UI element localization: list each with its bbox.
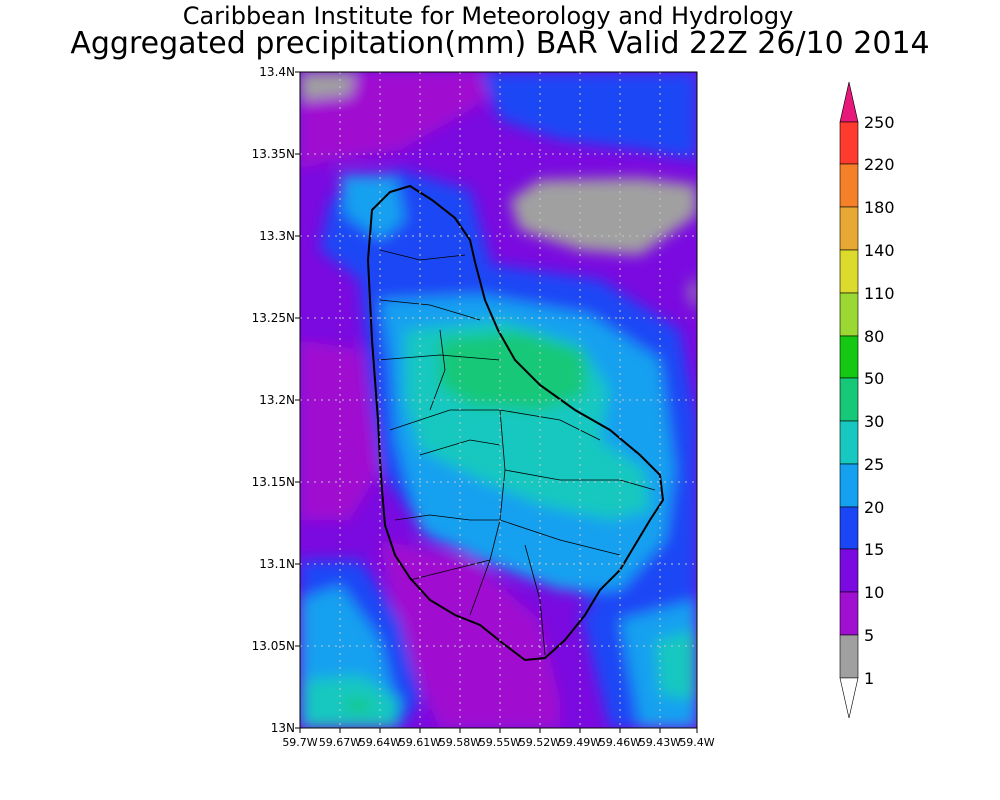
lat-tick-label: 13.1N xyxy=(259,557,295,571)
legend-swatch xyxy=(839,206,859,251)
lat-tick-label: 13N xyxy=(271,721,295,735)
lat-tick-label: 13.35N xyxy=(252,147,295,161)
legend-label: 140 xyxy=(864,241,895,260)
lat-tick-label: 13.3N xyxy=(259,229,295,243)
gridlines xyxy=(300,72,697,728)
legend-label: 30 xyxy=(864,412,884,431)
lon-tick-label: 59.52W xyxy=(519,736,561,749)
legend-label: 180 xyxy=(864,198,895,217)
legend-swatch xyxy=(839,420,859,465)
legend-label: 25 xyxy=(864,455,884,474)
legend-label: 80 xyxy=(864,327,884,346)
lon-tick-label: 59.61W xyxy=(399,736,441,749)
legend-swatch xyxy=(839,463,859,508)
institution-title: Caribbean Institute for Meteorology and … xyxy=(182,2,794,30)
lon-tick-marks xyxy=(299,728,698,733)
legend-label: 220 xyxy=(864,155,895,174)
legend-label: 15 xyxy=(864,540,884,559)
precipitation-field xyxy=(300,72,697,728)
lon-tick-label: 59.64W xyxy=(359,736,401,749)
product-title: Aggregated precipitation(mm) BAR Valid 2… xyxy=(70,26,930,61)
lat-tick-label: 13.2N xyxy=(259,393,295,407)
legend-label: 110 xyxy=(864,284,895,303)
legend-swatch xyxy=(839,335,859,379)
lon-tick-label: 59.49W xyxy=(559,736,601,749)
lat-tick-label: 13.05N xyxy=(252,639,295,653)
legend-label: 5 xyxy=(864,626,874,645)
lon-tick-labels: 59.7W 59.67W 59.64W 59.61W 59.58W 59.55W… xyxy=(282,736,714,749)
island-outline xyxy=(366,184,665,662)
lon-tick-label: 59.4W xyxy=(679,736,714,749)
legend-colorbar xyxy=(839,81,859,719)
lat-tick-label: 13.15N xyxy=(252,475,295,489)
lon-tick-label: 59.58W xyxy=(439,736,481,749)
legend-swatch xyxy=(839,634,859,679)
legend-swatch xyxy=(839,506,859,550)
legend-labels: 250 220 180 140 110 80 50 30 25 20 15 10… xyxy=(864,113,895,688)
legend-label: 1 xyxy=(864,669,874,688)
lat-tick-marks xyxy=(295,71,300,729)
legend-label: 50 xyxy=(864,369,884,388)
legend-swatch xyxy=(839,677,859,719)
lon-tick-label: 59.43W xyxy=(639,736,681,749)
lat-tick-label: 13.25N xyxy=(252,311,295,325)
lon-tick-label: 59.7W xyxy=(282,736,317,749)
lon-tick-label: 59.46W xyxy=(599,736,641,749)
legend-swatch xyxy=(839,121,859,165)
legend-swatch xyxy=(839,377,859,422)
legend-swatch xyxy=(839,548,859,593)
lon-tick-label: 59.67W xyxy=(319,736,361,749)
legend-swatch xyxy=(839,81,859,123)
legend-swatch xyxy=(839,249,859,294)
legend-swatch xyxy=(839,292,859,337)
legend-label: 20 xyxy=(864,498,884,517)
legend-swatch xyxy=(839,591,859,636)
legend-label: 10 xyxy=(864,583,884,602)
lat-tick-label: 13.4N xyxy=(259,65,295,79)
legend-swatch xyxy=(839,163,859,208)
lat-tick-labels: 13.4N 13.35N 13.3N 13.25N 13.2N 13.15N 1… xyxy=(252,65,295,735)
legend-label: 250 xyxy=(864,113,895,132)
lon-tick-label: 59.55W xyxy=(479,736,521,749)
